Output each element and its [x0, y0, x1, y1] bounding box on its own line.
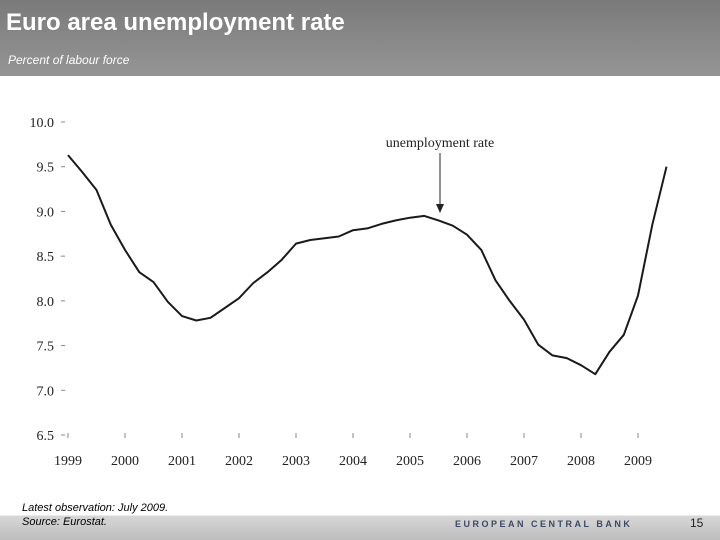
- header-bar: [0, 0, 720, 76]
- y-tick-label: 10.0: [30, 116, 55, 131]
- x-tick-label: 2002: [225, 454, 253, 469]
- y-tick-label: 8.0: [37, 295, 55, 310]
- arrow-head: [436, 204, 444, 213]
- x-tick-label: 2005: [396, 454, 424, 469]
- x-tick-label: 2000: [111, 454, 139, 469]
- footer-bar: [0, 515, 720, 540]
- plot: 10.0 9.5 9.0 8.5 8.0 7.5 7.0 6.5 1999 2000 2001 200…: [30, 116, 668, 469]
- x-tick-label: 2008: [567, 454, 595, 469]
- x-tick-label: 2009: [624, 454, 652, 469]
- y-tick-label: 9.5: [37, 161, 55, 176]
- page-number: 15: [690, 516, 704, 530]
- x-tick-label: 2006: [453, 454, 481, 469]
- y-tick-label: 7.5: [37, 340, 55, 355]
- x-tick-label: 2001: [168, 454, 196, 469]
- title: Euro area unemployment rate: [6, 9, 345, 36]
- x-tick-label: 2007: [510, 454, 538, 469]
- footer-note: Latest observation: July 2009.: [22, 502, 168, 514]
- x-tick-label: 2003: [282, 454, 310, 469]
- footer-source: Source: Eurostat.: [22, 516, 107, 528]
- subtitle: Percent of labour force: [8, 53, 130, 67]
- series-line: [67, 154, 668, 376]
- x-tick-label: 2004: [339, 454, 367, 469]
- y-tick-label: 8.5: [37, 250, 55, 265]
- annotation: unemployment rate: [386, 136, 494, 151]
- y-tick-label: 9.0: [37, 205, 55, 220]
- y-tick-label: 6.5: [37, 429, 55, 444]
- y-tick-label: 7.0: [37, 384, 55, 399]
- x-tick-label: 1999: [54, 454, 82, 469]
- footer-brand: EUROPEAN CENTRAL BANK: [455, 519, 632, 529]
